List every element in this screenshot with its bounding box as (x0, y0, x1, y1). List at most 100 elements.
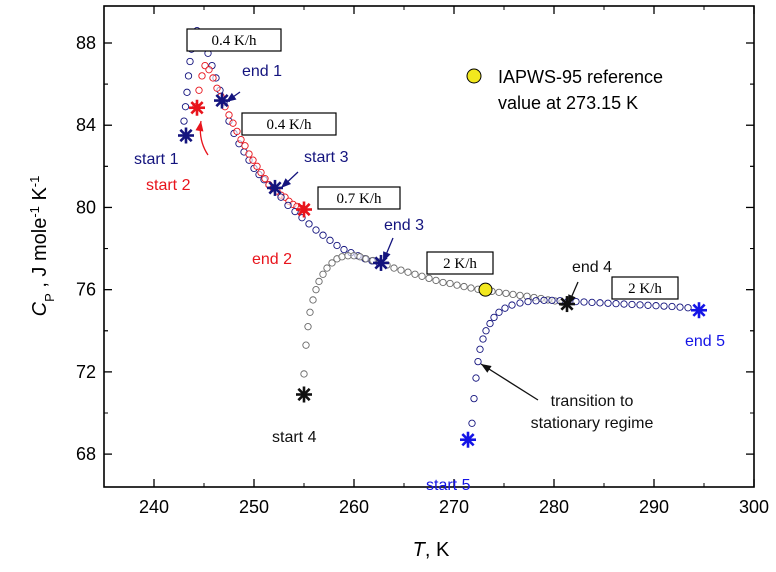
x-tick-label: 250 (239, 497, 269, 517)
asterisk-marker (189, 99, 205, 116)
x-tick-label: 290 (639, 497, 669, 517)
data-point (467, 284, 475, 292)
rate-label: 0.4 K/h (186, 28, 282, 52)
arrow (280, 171, 299, 189)
data-point (479, 335, 487, 343)
data-point (326, 236, 334, 244)
data-point (482, 327, 490, 335)
annotation-label: end 1 (242, 63, 282, 80)
data-point (319, 270, 327, 278)
arrow-shaft (480, 363, 539, 401)
asterisk-stroke (297, 202, 311, 217)
data-point (404, 268, 412, 276)
arrows (195, 91, 579, 401)
data-point (501, 304, 509, 312)
data-point (472, 374, 480, 382)
arrow-head (383, 251, 391, 262)
rate-label: 2 K/h (426, 251, 494, 275)
asterisk-stroke (215, 93, 229, 108)
data-point (253, 162, 261, 170)
y-tick-label: 76 (76, 280, 96, 300)
data-point (636, 301, 644, 309)
data-point (184, 72, 193, 80)
data-point (509, 290, 517, 299)
data-point (356, 253, 364, 261)
data-point (312, 226, 320, 234)
annotation-label: end 5 (685, 333, 725, 350)
asterisk-marker (691, 302, 707, 319)
rate-box (241, 112, 337, 136)
series-2 (192, 61, 308, 214)
arrow-head (568, 294, 576, 305)
y-axis-title: CP , J mole-1 K-1 (27, 176, 57, 317)
annotations: end 1 start 1 start 2 start 3 end 2 end 3 star… (134, 28, 725, 494)
y-tick-label: 80 (76, 197, 96, 217)
annotation-label: start 5 (426, 477, 471, 494)
data-point (229, 119, 237, 127)
rate-text: 2 K/h (628, 281, 662, 297)
data-point (277, 193, 285, 201)
asterisk-marker (296, 201, 312, 218)
data-point (312, 286, 320, 294)
data-point (486, 319, 494, 328)
data-point (490, 313, 498, 322)
data-point (257, 168, 265, 177)
arrow-head (281, 178, 292, 188)
data-point (432, 276, 440, 285)
arrow-head (481, 364, 492, 373)
data-point (418, 272, 426, 280)
data-point (612, 299, 620, 308)
axis-titles: T, K CP , J mole-1 K-1 (27, 176, 450, 561)
data-point (502, 289, 510, 298)
data-point (446, 279, 454, 288)
annotation-label: start 4 (272, 429, 317, 446)
data-point (249, 156, 257, 164)
data-point (588, 298, 596, 307)
data-point (186, 57, 194, 66)
rate-label: 2 K/h (611, 276, 679, 300)
data-point (338, 253, 346, 261)
data-point (495, 288, 503, 296)
asterisk-marker (460, 431, 476, 448)
data-point (233, 127, 241, 136)
data-point (304, 323, 312, 331)
data-point (620, 300, 628, 308)
data-point (180, 117, 188, 125)
data-point (198, 72, 206, 80)
rate-box (186, 28, 282, 52)
data-point (328, 259, 336, 267)
rate-text: 0.4 K/h (212, 33, 258, 49)
data-point (684, 304, 692, 312)
annotation-label: start 2 (146, 177, 191, 194)
annotation-label: end 4 (572, 259, 612, 276)
rate-text: 0.4 K/h (267, 117, 313, 133)
data-point (580, 298, 588, 306)
asterisk-stroke (268, 181, 282, 195)
rate-box (611, 276, 679, 300)
data-point (470, 394, 478, 403)
data-point (425, 274, 433, 283)
endpoint-markers (178, 92, 707, 448)
data-point (183, 88, 191, 96)
data-point (315, 277, 323, 286)
data-point (676, 303, 684, 311)
data-point (668, 302, 676, 311)
data-point (309, 296, 317, 304)
rate-text: 2 K/h (443, 256, 477, 272)
rate-label: 0.4 K/h (241, 112, 337, 136)
arrow (567, 281, 579, 306)
data-point (460, 282, 468, 291)
data-point (516, 299, 524, 307)
x-tick-label: 280 (539, 497, 569, 517)
data-point (453, 281, 461, 289)
y-tick-label: 88 (76, 33, 96, 53)
data-point (390, 264, 398, 272)
arrow-head (226, 92, 237, 102)
data-point (340, 245, 348, 254)
data-point (474, 357, 482, 366)
data-point (306, 308, 314, 316)
data-point (516, 291, 524, 300)
data-point (411, 270, 419, 278)
asterisk-marker (373, 254, 389, 271)
